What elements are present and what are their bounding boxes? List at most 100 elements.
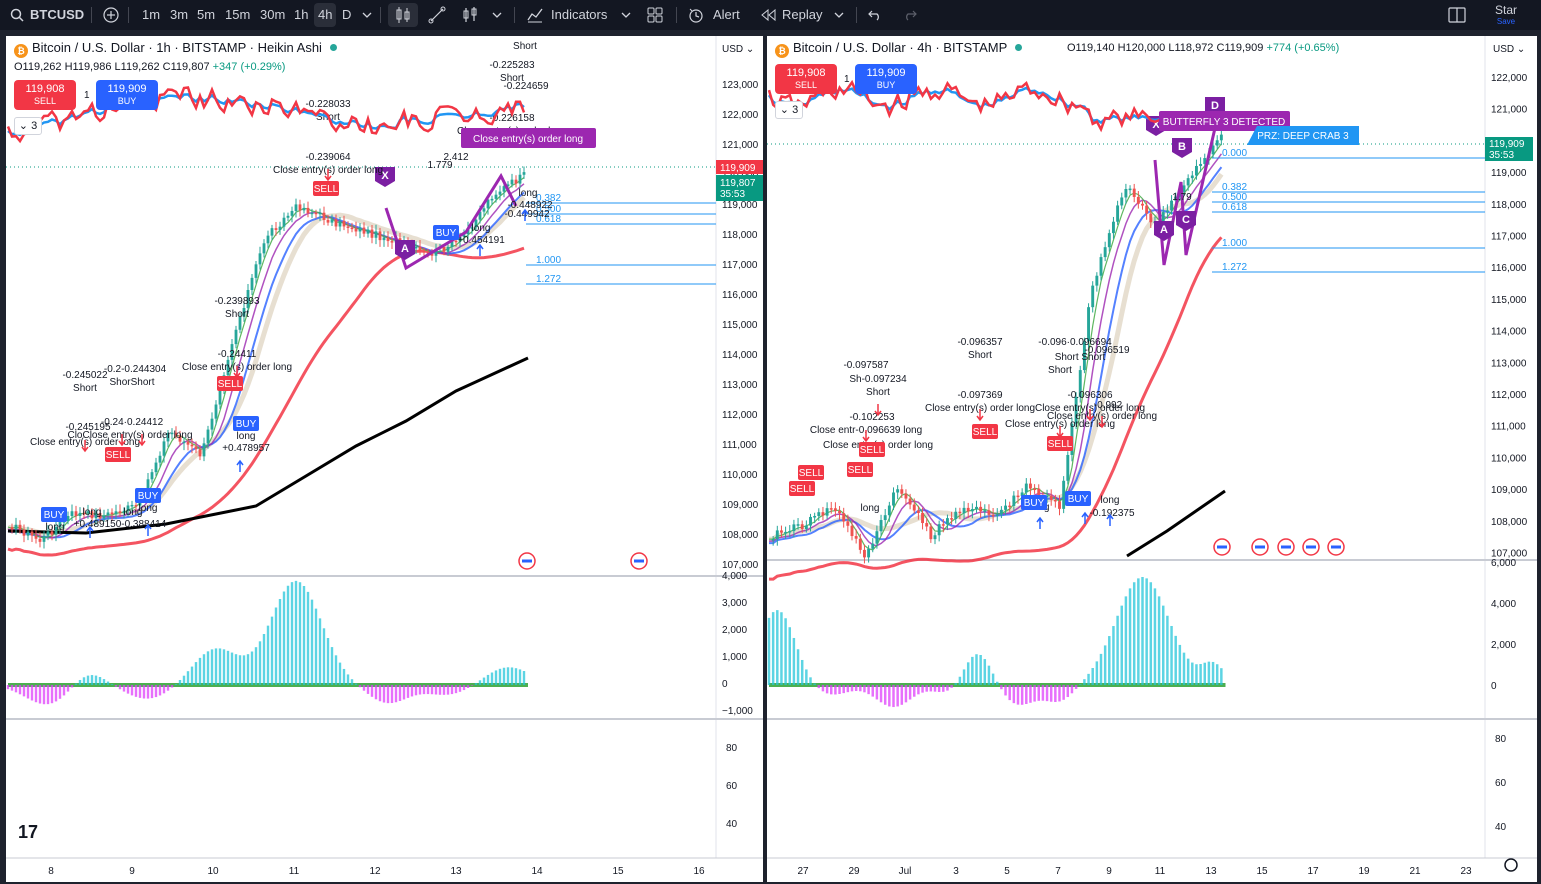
sell-button-right[interactable]: 119,908 SELL [775,64,837,94]
buy-signal-label: BUY [44,510,65,521]
rsi-axis-label: 40 [726,819,738,830]
time-axis-label: 8 [48,866,54,877]
last-price-tag [1485,137,1533,161]
fib-level-label: 0.618 [536,214,561,225]
strategy-annotation: -0.992 [1094,400,1123,411]
currency-button-right[interactable]: USD ⌄ [1493,44,1526,55]
macd-axis-label: 2,000 [722,625,747,636]
candle-body [10,527,14,530]
chart-panel-left[interactable]: 123,000122,000121,000120,000119,000118,0… [6,36,763,882]
interval-4h[interactable]: 4h [314,3,337,27]
candle-body [1132,188,1136,197]
compare-add-icon[interactable] [102,6,120,24]
bars-icon[interactable] [462,5,480,25]
fib-level-label: 0.500 [536,204,561,215]
candle-body [326,219,330,223]
indicator-collapse-left[interactable]: ⌄ 3 [14,117,42,135]
strategy-annotation: 2.412 [443,152,468,163]
candle-body [50,531,54,535]
candle-body [374,231,378,238]
indicator-collapse-right[interactable]: ⌄ 3 [775,101,803,119]
candle-body [1128,188,1132,191]
candle-body [1141,203,1144,206]
time-axis-label: 12 [369,866,381,877]
interval-3m[interactable]: 3m [170,7,189,22]
symbol-search[interactable]: BTCUSD [30,7,85,22]
chevron-down-icon[interactable] [362,11,372,19]
line-tool-icon[interactable] [428,6,446,24]
interval-1m[interactable]: 1m [142,7,161,22]
interval-1h[interactable]: 1h [294,7,309,22]
buy-signal-marker [433,225,459,240]
order-qty-right[interactable]: 1 [844,74,850,85]
close-entry-banner-text: Close entry(s) order long [473,134,583,145]
star-save-button[interactable]: Star Save [1494,3,1517,26]
macd-axis-label: 4,000 [1491,599,1516,610]
candle-body [390,241,394,243]
strategy-annotation: -0.096519 [1084,345,1129,356]
chevron-down-icon[interactable] [621,11,631,19]
candle-body [975,506,978,510]
candle-body [1016,495,1020,498]
replay-button[interactable]: Replay [782,7,823,22]
candle-body [270,228,274,236]
candle-body [800,524,804,530]
rsi-axis-label: 80 [726,743,738,754]
macd-axis-label: 2,000 [1491,640,1516,651]
buy-button-left[interactable]: 119,909 BUY [96,80,158,110]
candles-icon-wrap[interactable] [388,3,418,27]
indicators-icon[interactable] [526,6,544,24]
interval-d[interactable]: D [342,7,352,22]
candle-body [110,512,114,515]
long-arrow-icon [521,208,529,221]
layout-panel-icon[interactable] [1448,6,1466,24]
candle-body [796,524,800,526]
chart-canvas-left[interactable]: 123,000122,000121,000120,000119,000118,0… [6,36,763,882]
candle-body [950,518,954,520]
candle-body [266,235,270,244]
strategy-annotation: Short [73,383,97,394]
pattern-point-label: A [401,243,409,255]
strategy-annotation: +0.489150-0.388414 [74,519,167,530]
price-axis-label: 115,000 [1491,295,1527,306]
candle-body [962,507,966,514]
sell-button-left[interactable]: 119,908 SELL [14,80,76,110]
undo-icon[interactable] [867,8,883,22]
order-qty-left[interactable]: 1 [84,90,90,101]
candle-body [274,228,278,230]
alert-button[interactable]: Alert [713,7,740,22]
strategy-annotation: -0.096306 [1067,390,1112,401]
short-arrow-icon [1086,409,1094,422]
chevron-down-icon[interactable] [492,11,502,19]
chart-canvas-right[interactable]: 122,000121,000120,000119,000118,000117,0… [767,36,1537,882]
strategy-annotation: -0.239893 [214,296,259,307]
interval-5m[interactable]: 5m [197,7,216,22]
chart-panel-right[interactable]: 122,000121,000120,000119,000118,000117,0… [767,36,1537,882]
buy-button-right[interactable]: 119,909 BUY [855,64,917,94]
redo-icon[interactable] [902,8,918,22]
indicators-button[interactable]: Indicators [551,7,608,22]
interval-15m[interactable]: 15m [225,7,251,22]
strategy-annotation: CloClose entry(s) order long [67,430,192,441]
buy-signal-label: BUY [1068,494,1089,505]
replay-icon[interactable] [760,8,776,22]
candle-body [14,524,18,530]
fib-level-label: 0.000 [1222,148,1247,159]
candle-body [983,510,987,512]
candle-body [1203,158,1207,164]
candle-body [995,514,999,516]
candle-body [1020,492,1024,497]
candle-body [430,253,434,256]
search-icon[interactable] [10,8,24,22]
alert-clock-icon[interactable] [687,6,705,24]
layout-grid-icon[interactable] [647,7,663,23]
candle-body [804,525,808,530]
interval-30m[interactable]: 30m [260,7,286,22]
price-axis-label: 108,000 [1491,517,1528,528]
strategy-annotation: +0.454191 [457,235,505,246]
candle-body [1008,505,1012,508]
price-axis-label: 111,000 [1491,422,1526,433]
currency-button-left[interactable]: USD ⌄ [722,44,755,55]
chevron-down-icon[interactable] [834,11,844,19]
candles-icon[interactable] [395,6,411,24]
